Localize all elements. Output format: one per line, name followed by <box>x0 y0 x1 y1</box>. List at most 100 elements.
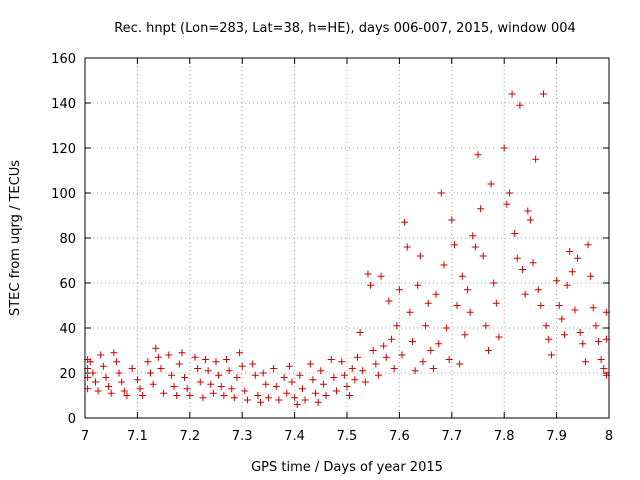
y-tick-label: 160 <box>51 52 76 67</box>
y-axis-title: STEC from uqrg / TECUs <box>8 160 23 316</box>
data-point <box>288 378 296 386</box>
data-point <box>487 180 495 188</box>
data-point <box>474 151 482 159</box>
data-point <box>280 374 288 381</box>
data-point <box>587 272 595 280</box>
data-point <box>516 101 524 109</box>
data-point <box>97 351 105 359</box>
x-tick-label: 7.6 <box>389 429 410 444</box>
data-point <box>228 385 236 393</box>
data-point <box>571 306 579 314</box>
data-point <box>576 329 584 336</box>
data-point <box>503 200 511 208</box>
data-point <box>115 369 123 377</box>
data-point <box>393 322 401 330</box>
data-point <box>505 189 513 197</box>
x-tick-label: 7 <box>81 429 89 444</box>
data-point <box>398 351 406 359</box>
data-point <box>118 378 126 386</box>
data-point <box>264 394 272 402</box>
data-point <box>215 371 223 379</box>
plot-frame <box>84 57 610 419</box>
data-point <box>147 369 154 377</box>
data-point <box>270 365 278 372</box>
data-point <box>353 353 361 361</box>
data-point <box>364 270 372 278</box>
data-point <box>225 367 233 375</box>
data-point <box>91 378 99 386</box>
data-point <box>469 232 477 240</box>
x-tick-label: 7.3 <box>232 429 253 444</box>
data-point <box>243 396 251 404</box>
data-point <box>581 358 589 366</box>
data-point <box>427 347 435 354</box>
data-point <box>600 365 608 372</box>
data-point <box>346 392 354 399</box>
data-point <box>298 385 306 393</box>
data-point <box>416 252 424 260</box>
data-point <box>262 380 270 388</box>
data-point <box>194 365 202 372</box>
data-point <box>327 356 335 363</box>
data-point <box>199 394 207 402</box>
data-point <box>448 216 456 224</box>
data-point <box>390 365 398 372</box>
data-point <box>532 155 540 163</box>
data-point <box>312 389 320 397</box>
data-point <box>102 374 110 381</box>
data-point <box>356 329 364 336</box>
data-point <box>529 259 537 267</box>
data-point <box>241 387 249 395</box>
data-point <box>432 290 440 298</box>
data-point <box>519 266 527 273</box>
data-point <box>296 371 304 379</box>
data-point <box>558 315 566 323</box>
data-point <box>429 365 437 372</box>
data-point <box>86 358 94 366</box>
data-point <box>374 371 382 379</box>
data-point <box>348 365 356 372</box>
axis-ticks: 7 7.1 7.2 7.3 7.4 7.5 7.6 7.7 7.8 7.9 802040608010… <box>51 52 613 444</box>
data-point <box>120 387 128 395</box>
y-tick-label: 80 <box>59 232 76 247</box>
x-axis-title: GPS time / Days of year 2015 <box>251 460 443 475</box>
data-point <box>204 367 212 375</box>
data-point <box>401 218 409 226</box>
x-tick-label: 8 <box>605 429 613 444</box>
data-point <box>230 394 238 402</box>
data-point <box>435 340 443 348</box>
data-point <box>139 392 147 399</box>
data-point <box>322 392 330 399</box>
data-point <box>191 353 199 361</box>
data-point <box>181 374 189 381</box>
data-point <box>385 297 393 305</box>
data-point <box>482 322 490 330</box>
data-point <box>574 254 582 262</box>
grid <box>85 58 609 418</box>
data-point <box>553 277 561 285</box>
data-point <box>209 389 217 397</box>
data-point <box>500 144 508 152</box>
y-tick-label: 100 <box>51 187 76 202</box>
data-point <box>450 241 458 249</box>
data-point <box>333 387 341 395</box>
x-tick-label: 7.2 <box>179 429 200 444</box>
data-point <box>453 302 461 309</box>
data-point <box>173 392 181 399</box>
data-point <box>291 394 299 402</box>
data-point <box>547 351 555 359</box>
data-point <box>351 376 359 384</box>
data-point <box>414 281 422 289</box>
data-point <box>217 383 225 390</box>
data-point <box>283 389 291 397</box>
x-tick-label: 7.9 <box>546 429 567 444</box>
data-point <box>380 342 388 350</box>
data-point <box>490 279 498 287</box>
data-point <box>144 358 152 366</box>
x-tick-label: 7.7 <box>441 429 462 444</box>
data-point <box>361 378 369 386</box>
data-point <box>259 369 267 377</box>
data-point <box>123 392 131 399</box>
data-point <box>330 374 338 381</box>
